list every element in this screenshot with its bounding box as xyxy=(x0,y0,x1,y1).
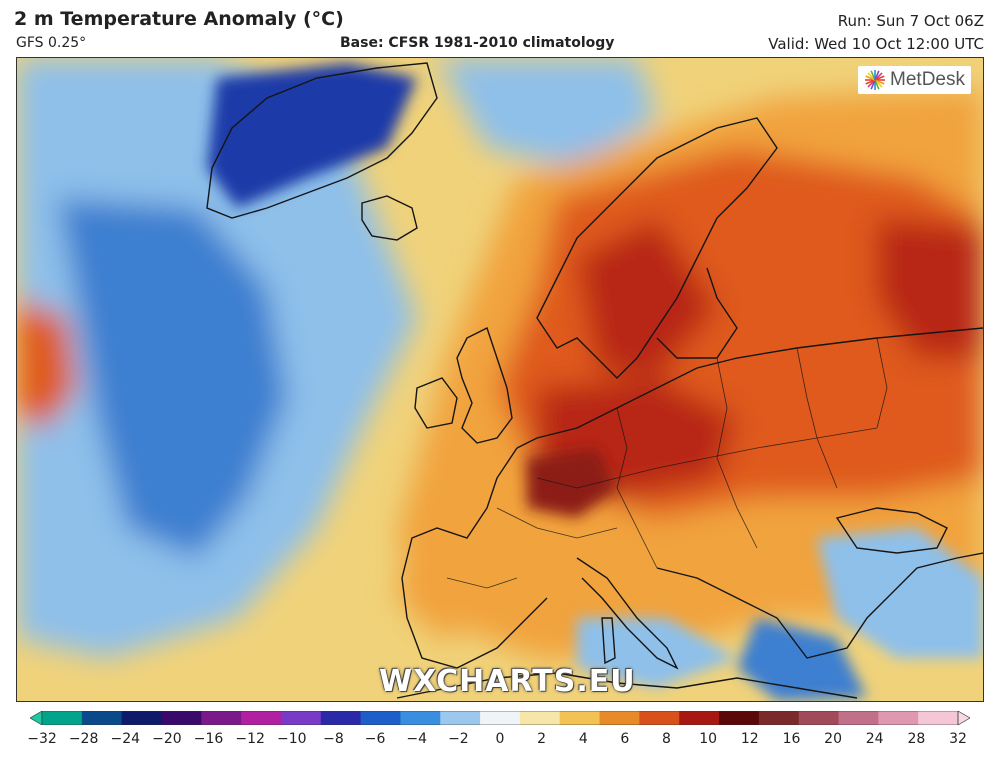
colorbar-frame xyxy=(41,711,959,725)
colorbar-tick-label: 28 xyxy=(907,731,926,747)
colorbar-tick-label: −32 xyxy=(27,731,57,747)
colorbar-tick-label: −6 xyxy=(364,731,386,747)
colorbar-segment xyxy=(798,711,840,725)
colorbar-segment xyxy=(480,711,521,725)
colorbar-segment xyxy=(639,711,680,725)
colorbar-tick-label: −12 xyxy=(235,731,265,747)
colorbar-tick-label: 32 xyxy=(949,731,967,747)
colorbar-tick-label: 12 xyxy=(740,731,759,747)
climatology-base-label: Base: CFSR 1981-2010 climatology xyxy=(340,35,615,51)
valid-time-label: Valid: Wed 10 Oct 12:00 UTC xyxy=(768,35,984,53)
colorbar-segment xyxy=(758,711,800,725)
colorbar xyxy=(30,711,970,725)
black-sea-coast xyxy=(835,507,948,554)
colorbar-tick-label: −16 xyxy=(193,731,224,747)
wxcharts-watermark: WXCHARTS.EU xyxy=(379,664,636,699)
colorbar-ticks: −32 −28 −24 −20 −16 −12 −10 −8 −6 −4 −2 0 2 4 6 8 10 12 16… xyxy=(0,731,1000,755)
balkans-coast xyxy=(656,552,983,659)
colorbar-segment xyxy=(440,711,481,725)
colorbar-tick-label: 24 xyxy=(865,731,884,747)
colorbar-tick-label: 0 xyxy=(495,731,505,747)
metdesk-logo: MetDesk xyxy=(858,66,971,94)
ireland-coast xyxy=(414,377,458,429)
colorbar-segment xyxy=(280,711,322,725)
model-label: GFS 0.25° xyxy=(16,35,87,51)
chart-title: 2 m Temperature Anomaly (°C) xyxy=(14,8,344,30)
north-africa-coast xyxy=(396,672,858,699)
map-canvas xyxy=(17,58,983,701)
colorbar-tick-label: 20 xyxy=(824,731,843,747)
colorbar-segment xyxy=(241,711,282,725)
colorbar-segment xyxy=(161,711,202,725)
britain-coast xyxy=(456,327,513,444)
colorbar-tick-label: −20 xyxy=(152,731,182,747)
anomaly-map: MetDesk WXCHARTS.EU xyxy=(16,57,984,702)
colorbar-segment xyxy=(360,711,401,725)
colorbar-tick-label: 16 xyxy=(782,731,801,747)
colorbar-tick-label: −28 xyxy=(68,731,99,747)
colorbar-segment xyxy=(201,711,242,725)
colorbar-tick-label: −2 xyxy=(448,731,469,747)
colorbar-segment xyxy=(599,711,640,725)
colorbar-segment xyxy=(918,711,959,725)
metdesk-starburst-icon xyxy=(865,70,886,90)
colorbar-segment xyxy=(679,711,720,725)
colorbar-segment xyxy=(559,711,601,725)
colorbar-segment xyxy=(719,711,760,725)
baltic-coast xyxy=(656,267,738,359)
colorbar-segment xyxy=(838,711,879,725)
colorbar-tick-label: 4 xyxy=(578,731,588,747)
colorbar-segment xyxy=(81,711,123,725)
colorbar-tick-label: −10 xyxy=(277,731,307,747)
iceland-coast xyxy=(361,195,418,241)
colorbar-tick-label: −4 xyxy=(406,731,428,747)
coastlines xyxy=(206,62,983,699)
colorbar-tick-label: 10 xyxy=(699,731,718,747)
country-borders xyxy=(446,337,888,589)
greenland-coast xyxy=(206,62,438,219)
colorbar-max-arrow xyxy=(957,711,970,725)
italy-coast xyxy=(576,557,679,670)
logo-text: MetDesk xyxy=(890,69,965,90)
run-time-label: Run: Sun 7 Oct 06Z xyxy=(837,12,984,30)
colorbar-tick-label: 8 xyxy=(662,731,671,747)
colorbar-min-arrow xyxy=(30,711,43,725)
biscay-coast xyxy=(401,447,548,669)
colorbar-segment xyxy=(42,711,83,725)
colorbar-segment xyxy=(878,711,919,725)
colorbar-tick-label: −24 xyxy=(110,731,141,747)
colorbar-tick-label: 2 xyxy=(537,731,547,747)
colorbar-tick-label: −8 xyxy=(323,731,344,747)
colorbar-segment xyxy=(320,711,362,725)
mainland-coast xyxy=(516,327,983,449)
colorbar-tick-label: 6 xyxy=(620,731,630,747)
anomaly-field xyxy=(17,58,983,658)
corsica-sardinia-coast xyxy=(601,617,616,665)
colorbar-segment xyxy=(400,711,441,725)
scandinavia-coast xyxy=(536,117,778,379)
colorbar-segment xyxy=(121,711,162,725)
colorbar-segment xyxy=(519,711,561,725)
